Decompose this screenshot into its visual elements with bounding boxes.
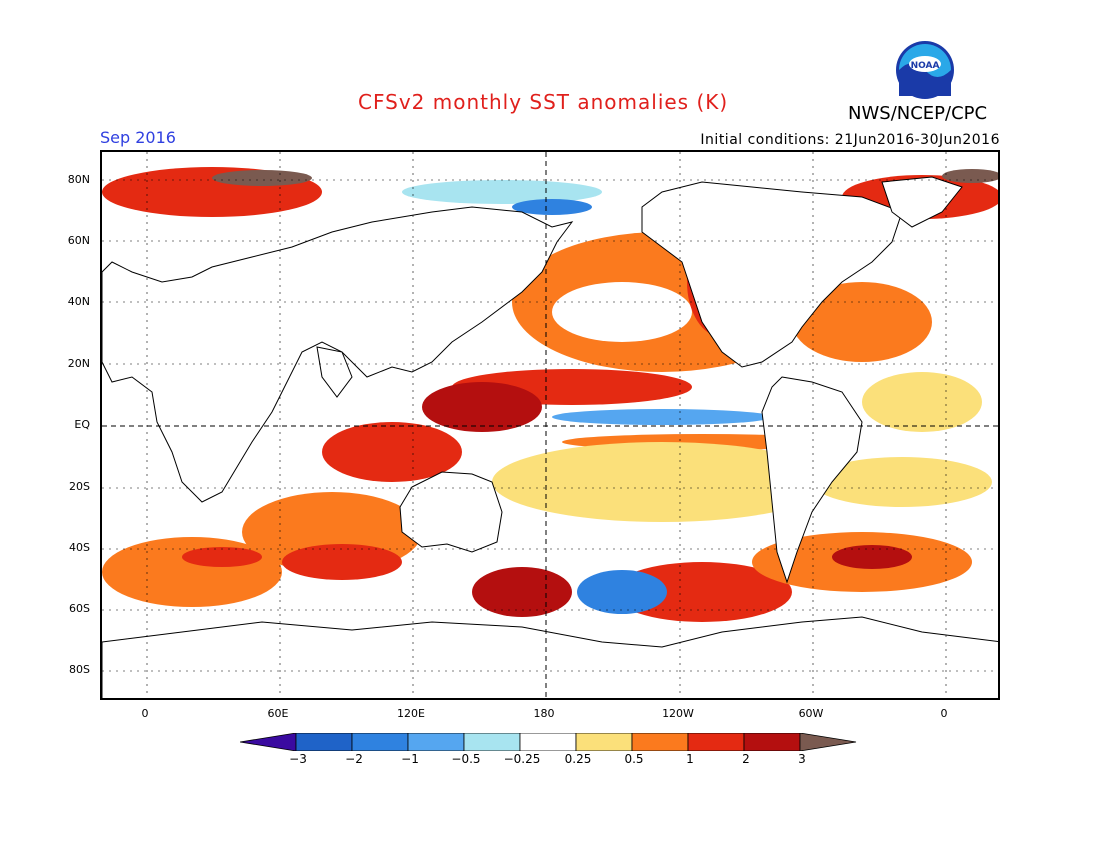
anomaly-patch: [492, 442, 832, 522]
lon-label: 180: [533, 707, 555, 720]
colorbar-label: −0.25: [503, 752, 541, 766]
colorbar: [239, 732, 860, 752]
lon-label: 60E: [267, 707, 289, 720]
anomaly-patch: [862, 372, 982, 432]
continents: [102, 176, 998, 698]
map-title: CFSv2 monthly SST anomalies (K): [358, 90, 729, 114]
colorbar-swatch: [351, 732, 409, 752]
agency-label: NWS/NCEP/CPC: [848, 103, 988, 124]
lat-label: 80S: [69, 663, 90, 676]
lat-label: 20S: [69, 480, 90, 493]
colorbar-swatch: [295, 732, 353, 752]
colorbar-swatch: [519, 732, 577, 752]
colorbar-swatch: [631, 732, 689, 752]
anomaly-patch: [942, 169, 998, 183]
lon-label: 120W: [662, 707, 694, 720]
colorbar-label: 0.25: [564, 752, 592, 766]
colorbar-swatch: [687, 732, 745, 752]
colorbar-over-arrow: [799, 732, 857, 752]
anomaly-patch: [792, 282, 932, 362]
lat-label: 60N: [67, 234, 90, 247]
anomaly-patch: [422, 382, 542, 432]
colorbar-label: −3: [289, 752, 307, 766]
anomaly-patch: [472, 567, 572, 617]
lat-label: 40N: [67, 295, 90, 308]
anomaly-patch: [552, 409, 772, 425]
anomaly-patch: [552, 282, 692, 342]
initial-conditions: Initial conditions: 21Jun2016-30Jun2016: [700, 132, 1000, 148]
svg-text:NOAA: NOAA: [911, 61, 940, 71]
anomaly-patch: [102, 537, 282, 607]
colorbar-under-arrow: [239, 732, 297, 752]
lon-label: 120E: [397, 707, 425, 720]
colorbar-label: −2: [345, 752, 363, 766]
colorbar-label: 0.5: [624, 752, 644, 766]
colorbar-label: 2: [742, 752, 750, 766]
anomaly-patch: [282, 544, 402, 580]
anomaly-patch: [812, 457, 992, 507]
anomaly-patch: [402, 180, 602, 204]
lon-label: 60W: [798, 707, 824, 720]
colorbar-swatch: [743, 732, 801, 752]
colorbar-label: 3: [798, 752, 806, 766]
anomaly-patch: [577, 570, 667, 614]
lat-label: EQ: [74, 418, 90, 431]
colorbar-swatch: [575, 732, 633, 752]
lat-label: 40S: [69, 541, 90, 554]
colorbar-label: 1: [686, 752, 694, 766]
colorbar-swatch: [407, 732, 465, 752]
anomaly-patch: [612, 562, 792, 622]
noaa-logo: NOAA: [895, 40, 955, 100]
anomaly-patch: [832, 545, 912, 569]
lon-label: 0: [940, 707, 948, 720]
lat-label: 80N: [67, 173, 90, 186]
sst-anomaly-map: [100, 150, 1000, 700]
lat-label: 60S: [69, 602, 90, 615]
colorbar-label: −1: [401, 752, 419, 766]
anomaly-patch: [182, 547, 262, 567]
forecast-month: Sep 2016: [100, 128, 176, 147]
anomaly-patch: [512, 199, 592, 215]
lat-label: 20N: [67, 357, 90, 370]
lon-label: 0: [141, 707, 149, 720]
gridlines: [102, 152, 998, 698]
anomaly-patch: [322, 422, 462, 482]
colorbar-swatch: [463, 732, 521, 752]
colorbar-label: −0.5: [451, 752, 481, 766]
anomaly-patch: [212, 170, 312, 186]
